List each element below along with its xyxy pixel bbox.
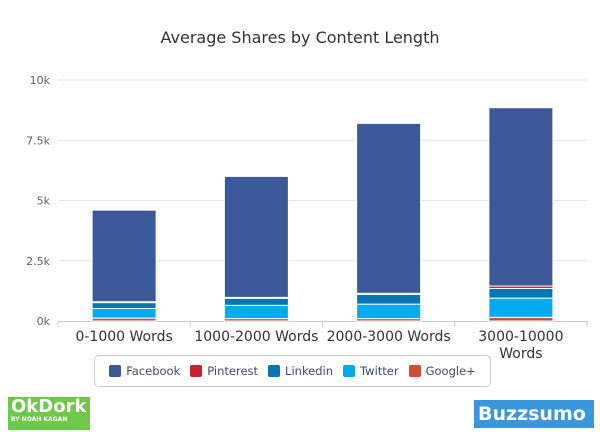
bar-segment-linkedin — [223, 297, 289, 306]
bar-segment-facebook — [223, 175, 289, 298]
okdork-logo: OkDork BY NOAH KAGAN — [8, 397, 90, 430]
bar-segment-twitter — [356, 303, 422, 320]
bar-segment-facebook — [91, 209, 157, 303]
legend-label: Google+ — [425, 364, 476, 378]
buzzsumo-logo: Buzzsumo — [474, 400, 594, 428]
legend-item-pinterest[interactable]: Pinterest — [190, 364, 258, 378]
y-tick-label: 2.5k — [26, 255, 50, 268]
okdork-logo-subtext: BY NOAH KAGAN — [11, 416, 68, 423]
plot-area: 0k 2.5k 5k 7.5k 10k 0-1000 Words 1000-2000 Wor… — [26, 74, 588, 360]
legend: Facebook Pinterest Linkedin Twitter Google+ — [94, 355, 491, 387]
legend-item-linkedin[interactable]: Linkedin — [268, 364, 333, 378]
chart-title: Average Shares by Content Length — [160, 28, 440, 47]
legend-item-google[interactable]: Google+ — [408, 364, 476, 378]
bar-segment-google — [488, 316, 554, 322]
legend-swatch — [268, 365, 281, 377]
x-category-label: 2000-3000 Words — [327, 329, 451, 345]
x-category-label: 3000-10000 — [478, 329, 563, 345]
x-category-label: 0-1000 Words — [75, 329, 172, 345]
y-tick-label: 10k — [30, 74, 51, 87]
bar-segment-linkedin — [356, 293, 422, 305]
okdork-logo-text: OkDork — [11, 396, 87, 417]
bar-segment-facebook — [488, 107, 554, 287]
legend-swatch — [109, 365, 122, 377]
legend-item-twitter[interactable]: Twitter — [343, 364, 399, 378]
legend-label: Facebook — [126, 364, 181, 378]
y-tick-label: 7.5k — [26, 134, 50, 147]
bar-segment-twitter — [91, 307, 157, 319]
bar-segment-linkedin — [488, 287, 554, 299]
x-category-label: Words — [499, 346, 542, 360]
legend-label: Linkedin — [285, 364, 334, 378]
bar-segment-twitter — [488, 297, 554, 318]
legend-label: Twitter — [360, 364, 399, 378]
legend-swatch — [190, 365, 203, 377]
legend-swatch — [408, 365, 421, 377]
bar-segment-linkedin — [91, 301, 157, 309]
legend-label: Pinterest — [207, 364, 259, 378]
legend-swatch — [343, 365, 356, 377]
bar-segment-facebook — [356, 122, 422, 294]
bar-segment-twitter — [223, 304, 289, 320]
y-tick-label: 5k — [37, 195, 51, 208]
legend-item-facebook[interactable]: Facebook — [109, 364, 180, 378]
x-category-label: 1000-2000 Words — [194, 329, 318, 345]
y-tick-label: 0k — [37, 315, 51, 328]
